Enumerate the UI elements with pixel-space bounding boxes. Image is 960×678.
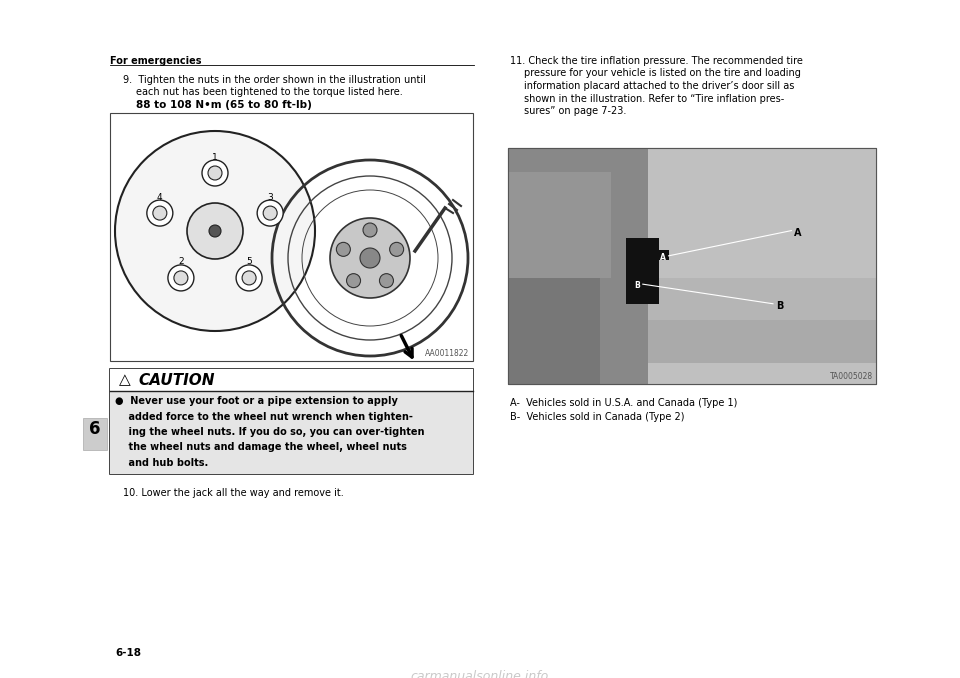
Text: 11. Check the tire inflation pressure. The recommended tire: 11. Check the tire inflation pressure. T… (510, 56, 803, 66)
Text: added force to the wheel nut wrench when tighten-: added force to the wheel nut wrench when… (115, 412, 413, 422)
Circle shape (379, 274, 394, 287)
Text: For emergencies: For emergencies (110, 56, 202, 66)
Text: 1: 1 (212, 153, 218, 161)
Bar (648, 148, 876, 384)
Bar (648, 320, 876, 363)
Bar (657, 250, 668, 260)
Circle shape (115, 131, 315, 331)
Text: CAUTION: CAUTION (138, 373, 214, 388)
Circle shape (330, 218, 410, 298)
Circle shape (257, 200, 283, 226)
Text: 88 to 108 N•m (65 to 80 ft-lb): 88 to 108 N•m (65 to 80 ft-lb) (136, 100, 312, 110)
Circle shape (174, 271, 188, 285)
Circle shape (347, 274, 361, 287)
Bar (508, 148, 648, 384)
Text: 10. Lower the jack all the way and remove it.: 10. Lower the jack all the way and remov… (123, 488, 344, 498)
Text: sures” on page 7-23.: sures” on page 7-23. (524, 106, 626, 116)
Text: B: B (634, 281, 639, 290)
Text: TA0005028: TA0005028 (829, 372, 873, 381)
Text: the wheel nuts and damage the wheel, wheel nuts: the wheel nuts and damage the wheel, whe… (115, 443, 407, 452)
Circle shape (187, 203, 243, 259)
Text: 6-18: 6-18 (115, 648, 141, 658)
Bar (508, 148, 876, 384)
Bar (508, 148, 876, 384)
Circle shape (336, 242, 350, 256)
Text: A: A (794, 228, 802, 237)
Circle shape (363, 223, 377, 237)
Bar (508, 172, 611, 278)
Circle shape (147, 200, 173, 226)
Circle shape (209, 225, 221, 237)
Circle shape (202, 160, 228, 186)
Text: AA0011822: AA0011822 (424, 349, 469, 358)
Text: each nut has been tightened to the torque listed here.: each nut has been tightened to the torqu… (136, 87, 403, 97)
Text: 5: 5 (246, 258, 252, 266)
Bar (648, 278, 876, 320)
Text: and hub bolts.: and hub bolts. (115, 458, 208, 468)
Circle shape (236, 265, 262, 291)
Bar (110, 113, 473, 361)
Circle shape (263, 206, 277, 220)
Text: 3: 3 (267, 193, 273, 201)
Text: carmanualsonline.info: carmanualsonline.info (411, 670, 549, 678)
Circle shape (390, 242, 403, 256)
Text: 6: 6 (89, 420, 101, 438)
Text: A-  Vehicles sold in U.S.A. and Canada (Type 1): A- Vehicles sold in U.S.A. and Canada (T… (510, 398, 737, 408)
Text: shown in the illustration. Refer to “Tire inflation pres-: shown in the illustration. Refer to “Tir… (524, 94, 784, 104)
Bar (110, 369, 473, 391)
Bar (508, 254, 600, 384)
Bar (110, 369, 473, 474)
Text: 2: 2 (179, 258, 183, 266)
Text: B-  Vehicles sold in Canada (Type 2): B- Vehicles sold in Canada (Type 2) (510, 412, 684, 422)
Text: △: △ (119, 372, 131, 387)
Text: 4: 4 (157, 193, 162, 201)
Text: ing the wheel nuts. If you do so, you can over-tighten: ing the wheel nuts. If you do so, you ca… (115, 427, 424, 437)
Text: B: B (776, 301, 783, 311)
Text: information placard attached to the driver’s door sill as: information placard attached to the driv… (524, 81, 794, 91)
Circle shape (208, 166, 222, 180)
Text: ●  Never use your foot or a pipe extension to apply: ● Never use your foot or a pipe extensio… (115, 396, 397, 406)
Circle shape (168, 265, 194, 291)
Circle shape (360, 248, 380, 268)
Bar (626, 238, 659, 304)
Bar (83, 418, 107, 450)
Text: pressure for your vehicle is listed on the tire and loading: pressure for your vehicle is listed on t… (524, 68, 801, 79)
Circle shape (153, 206, 167, 220)
Text: A: A (660, 253, 665, 262)
Circle shape (242, 271, 256, 285)
Bar (110, 391, 473, 474)
Bar (631, 278, 643, 288)
Text: 9.  Tighten the nuts in the order shown in the illustration until: 9. Tighten the nuts in the order shown i… (123, 75, 426, 85)
